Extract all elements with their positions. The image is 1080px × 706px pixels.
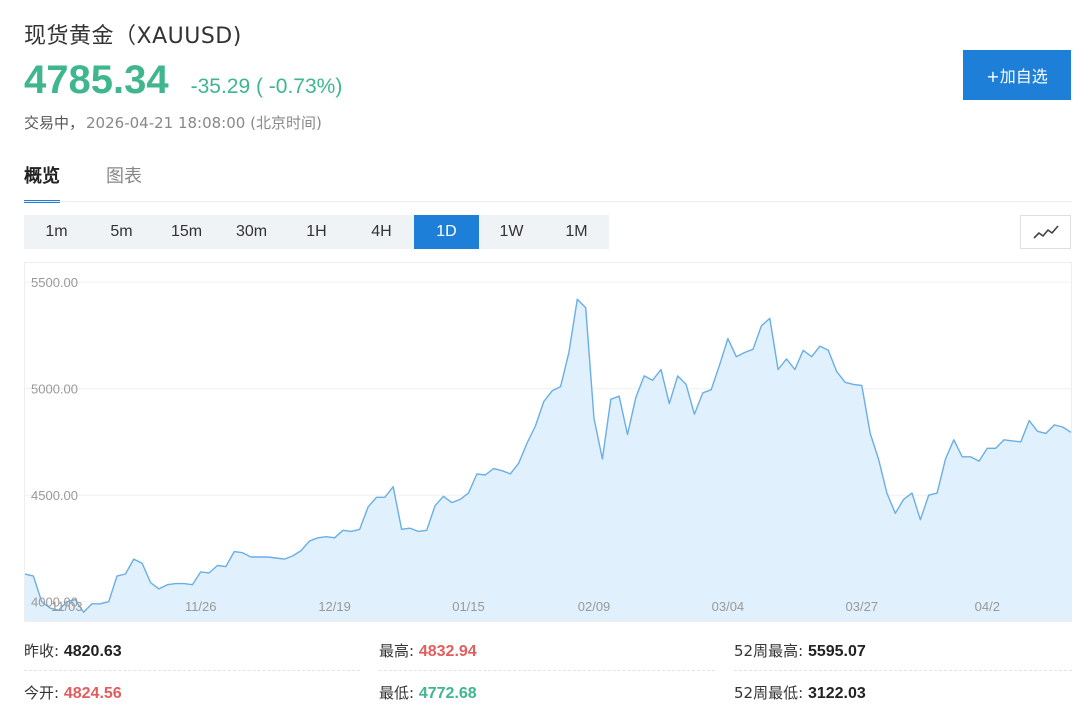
tab-chart[interactable]: 图表 (106, 166, 142, 187)
stat-open: 今开: 4824.56 (24, 682, 122, 703)
tab-overview[interactable]: 概览 (24, 162, 60, 203)
stat-low: 最低: 4772.68 (379, 682, 477, 703)
price-chart-svg: 4000.00 4500.00 5000.00 5500.00 11/03 11/26 12… (25, 275, 1071, 621)
tab-bar: 概览 图表 (24, 162, 188, 203)
stat-open-label: 今开: (24, 684, 60, 702)
stat-low-value: 4772.68 (418, 685, 477, 702)
trading-status-label: 交易中， (24, 114, 85, 132)
last-price: 4785.34 (24, 58, 169, 102)
chart-type-button[interactable] (1020, 215, 1071, 249)
stat-low-label: 最低: (379, 684, 415, 702)
stat-high-label: 最高: (379, 642, 415, 660)
tab-divider (24, 201, 1072, 202)
trading-status: 交易中， 2026-04-21 18:08:00 (北京时间) (24, 112, 322, 133)
y-tick-label: 5000.00 (31, 382, 78, 397)
period-5m[interactable]: 5m (110, 223, 133, 240)
instrument-title: 现货黄金（XAUUSD) (24, 24, 242, 49)
line-chart-icon (1032, 225, 1059, 239)
price-series-line (25, 298, 1071, 613)
period-15m[interactable]: 15m (170, 223, 203, 240)
x-tick-label: 04/2 (975, 599, 1000, 614)
x-tick-label: 03/27 (846, 599, 879, 614)
stat-high-value: 4832.94 (418, 643, 477, 660)
period-30m[interactable]: 30m (235, 223, 268, 240)
price-change: -35.29 ( -0.73%) (190, 75, 343, 98)
add-watchlist-button[interactable]: +加自选 (963, 50, 1071, 100)
period-4h[interactable]: 4H (371, 223, 392, 240)
period-1m[interactable]: 1m (45, 223, 68, 240)
x-tick-label: 01/15 (452, 599, 485, 614)
stat-52w-high: 52周最高: 5595.07 (734, 640, 866, 661)
y-tick-label: 4500.00 (31, 488, 78, 503)
stat-prev-close-value: 4820.63 (63, 643, 122, 660)
stat-52w-low: 52周最低: 3122.03 (734, 682, 866, 703)
price-row: 4785.34 -35.29 ( -0.73%) (24, 58, 342, 103)
period-1d[interactable]: 1D (414, 215, 479, 249)
period-selector: 1m 5m 15m 30m 1H 4H 1D 1W 1M (24, 215, 609, 249)
stat-prev-close: 昨收: 4820.63 (24, 640, 122, 661)
stat-52w-high-value: 5595.07 (807, 643, 866, 660)
stats-divider (734, 670, 1072, 671)
x-tick-label: 11/03 (51, 599, 83, 614)
period-1h[interactable]: 1H (306, 223, 327, 240)
quote-time: 2026-04-21 18:08:00 (北京时间) (86, 114, 322, 132)
x-tick-label: 11/26 (185, 599, 217, 614)
stat-52w-low-label: 52周最低: (734, 684, 804, 702)
stats-divider (379, 670, 715, 671)
period-1w[interactable]: 1W (499, 223, 524, 240)
stat-open-value: 4824.56 (63, 685, 122, 702)
stat-52w-low-value: 3122.03 (807, 685, 866, 702)
stats-divider (24, 670, 360, 671)
stat-prev-close-label: 昨收: (24, 642, 60, 660)
y-tick-label: 4000.00 (31, 595, 78, 610)
stat-52w-high-label: 52周最高: (734, 642, 804, 660)
stat-high: 最高: 4832.94 (379, 640, 477, 661)
x-tick-label: 02/09 (578, 599, 611, 614)
x-tick-label: 12/19 (318, 599, 351, 614)
x-tick-label: 03/04 (712, 599, 745, 614)
price-area-fill (25, 299, 1071, 621)
period-1mo[interactable]: 1M (565, 223, 588, 240)
y-tick-label: 5500.00 (31, 275, 78, 290)
price-chart: 4000.00 4500.00 5000.00 5500.00 11/03 11/26 12… (24, 262, 1072, 622)
